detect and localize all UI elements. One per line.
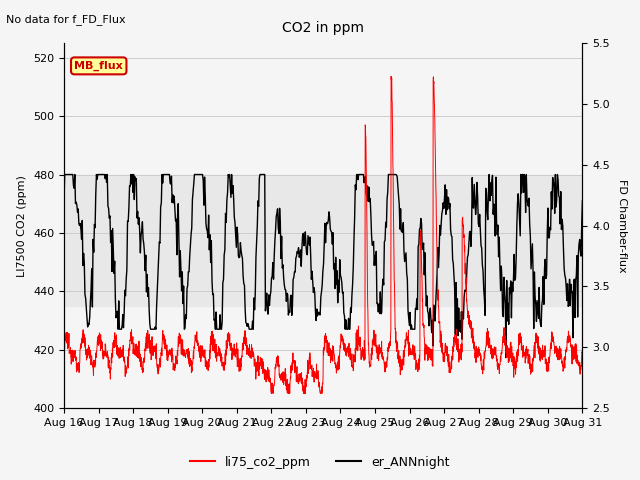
Text: MB_flux: MB_flux xyxy=(74,61,123,71)
Bar xyxy=(64,175,582,306)
Title: CO2 in ppm: CO2 in ppm xyxy=(282,21,364,35)
Y-axis label: FD Chamber-flux: FD Chamber-flux xyxy=(616,179,627,273)
Legend: li75_co2_ppm, er_ANNnight: li75_co2_ppm, er_ANNnight xyxy=(186,451,454,474)
Text: No data for f_FD_Flux: No data for f_FD_Flux xyxy=(6,14,126,25)
Y-axis label: LI7500 CO2 (ppm): LI7500 CO2 (ppm) xyxy=(17,175,28,276)
